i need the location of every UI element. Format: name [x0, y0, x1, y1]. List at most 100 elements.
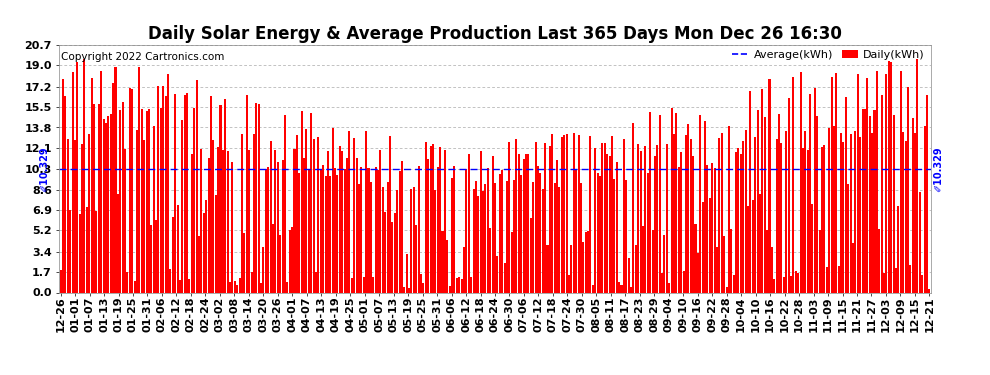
Bar: [303, 158, 305, 292]
Bar: [105, 123, 107, 292]
Bar: [809, 94, 811, 292]
Bar: [560, 137, 563, 292]
Bar: [225, 99, 227, 292]
Bar: [601, 143, 604, 292]
Bar: [678, 167, 680, 292]
Bar: [714, 168, 716, 292]
Bar: [427, 159, 430, 292]
Bar: [594, 148, 596, 292]
Bar: [415, 225, 417, 292]
Bar: [546, 245, 548, 292]
Bar: [267, 167, 269, 292]
Bar: [570, 245, 572, 292]
Bar: [453, 166, 455, 292]
Bar: [856, 74, 858, 292]
Bar: [360, 167, 362, 292]
Bar: [638, 144, 640, 292]
Bar: [489, 228, 491, 292]
Bar: [651, 230, 653, 292]
Bar: [929, 289, 931, 292]
Bar: [804, 131, 806, 292]
Bar: [81, 144, 83, 292]
Bar: [649, 112, 651, 292]
Bar: [807, 150, 809, 292]
Bar: [492, 156, 494, 292]
Bar: [719, 138, 721, 292]
Bar: [721, 134, 723, 292]
Bar: [150, 225, 152, 292]
Bar: [115, 67, 117, 292]
Bar: [520, 175, 523, 292]
Bar: [141, 109, 143, 292]
Bar: [315, 272, 317, 292]
Bar: [924, 126, 926, 292]
Bar: [279, 235, 281, 292]
Bar: [176, 205, 178, 292]
Bar: [919, 192, 921, 292]
Bar: [759, 194, 761, 292]
Bar: [169, 269, 171, 292]
Bar: [310, 113, 312, 292]
Bar: [731, 229, 733, 292]
Bar: [544, 143, 546, 292]
Bar: [330, 176, 332, 292]
Bar: [155, 220, 157, 292]
Bar: [174, 94, 176, 292]
Bar: [129, 88, 131, 292]
Bar: [907, 87, 909, 292]
Bar: [589, 136, 591, 292]
Bar: [370, 182, 372, 292]
Bar: [367, 168, 369, 292]
Bar: [504, 262, 506, 292]
Bar: [766, 230, 768, 292]
Bar: [670, 108, 672, 292]
Bar: [372, 278, 374, 292]
Bar: [365, 131, 367, 292]
Bar: [728, 126, 730, 292]
Bar: [633, 123, 635, 292]
Bar: [71, 72, 73, 292]
Bar: [250, 273, 252, 292]
Bar: [215, 195, 217, 292]
Bar: [501, 170, 503, 292]
Bar: [451, 178, 453, 292]
Bar: [69, 210, 71, 292]
Bar: [255, 104, 257, 292]
Bar: [391, 222, 393, 292]
Bar: [824, 146, 826, 292]
Bar: [239, 278, 241, 292]
Bar: [246, 95, 248, 292]
Bar: [666, 144, 668, 292]
Bar: [623, 140, 625, 292]
Bar: [269, 141, 271, 292]
Bar: [277, 162, 279, 292]
Bar: [511, 232, 513, 292]
Bar: [496, 256, 498, 292]
Bar: [553, 183, 555, 292]
Bar: [122, 102, 124, 292]
Bar: [406, 254, 408, 292]
Bar: [480, 151, 482, 292]
Bar: [704, 121, 706, 292]
Bar: [64, 96, 66, 292]
Bar: [733, 275, 735, 292]
Bar: [785, 132, 787, 292]
Bar: [630, 287, 632, 292]
Bar: [788, 98, 790, 292]
Bar: [260, 283, 262, 292]
Bar: [198, 236, 200, 292]
Bar: [472, 189, 474, 292]
Bar: [134, 280, 136, 292]
Bar: [437, 167, 439, 292]
Bar: [86, 207, 88, 292]
Bar: [244, 233, 246, 292]
Bar: [854, 131, 856, 292]
Bar: [487, 168, 489, 292]
Bar: [384, 212, 386, 292]
Bar: [849, 134, 851, 292]
Bar: [119, 111, 122, 292]
Bar: [790, 276, 792, 292]
Bar: [301, 111, 303, 292]
Bar: [162, 86, 164, 292]
Bar: [296, 135, 298, 292]
